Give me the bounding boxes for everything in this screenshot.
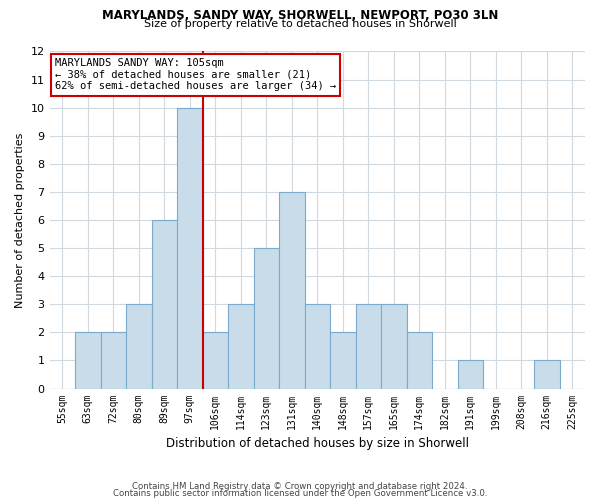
Bar bbox=[458, 360, 483, 388]
Bar bbox=[330, 332, 356, 388]
Text: Size of property relative to detached houses in Shorwell: Size of property relative to detached ho… bbox=[143, 19, 457, 29]
Bar bbox=[279, 192, 305, 388]
X-axis label: Distribution of detached houses by size in Shorwell: Distribution of detached houses by size … bbox=[166, 437, 469, 450]
Bar bbox=[126, 304, 152, 388]
Bar bbox=[177, 108, 203, 388]
Bar bbox=[381, 304, 407, 388]
Bar bbox=[534, 360, 560, 388]
Bar bbox=[75, 332, 101, 388]
Bar bbox=[152, 220, 177, 388]
Text: Contains HM Land Registry data © Crown copyright and database right 2024.: Contains HM Land Registry data © Crown c… bbox=[132, 482, 468, 491]
Bar bbox=[101, 332, 126, 388]
Text: MARYLANDS SANDY WAY: 105sqm
← 38% of detached houses are smaller (21)
62% of sem: MARYLANDS SANDY WAY: 105sqm ← 38% of det… bbox=[55, 58, 336, 92]
Bar bbox=[228, 304, 254, 388]
Bar bbox=[356, 304, 381, 388]
Bar bbox=[305, 304, 330, 388]
Bar bbox=[203, 332, 228, 388]
Text: Contains public sector information licensed under the Open Government Licence v3: Contains public sector information licen… bbox=[113, 490, 487, 498]
Bar bbox=[254, 248, 279, 388]
Y-axis label: Number of detached properties: Number of detached properties bbox=[15, 132, 25, 308]
Bar bbox=[407, 332, 432, 388]
Text: MARYLANDS, SANDY WAY, SHORWELL, NEWPORT, PO30 3LN: MARYLANDS, SANDY WAY, SHORWELL, NEWPORT,… bbox=[102, 9, 498, 22]
